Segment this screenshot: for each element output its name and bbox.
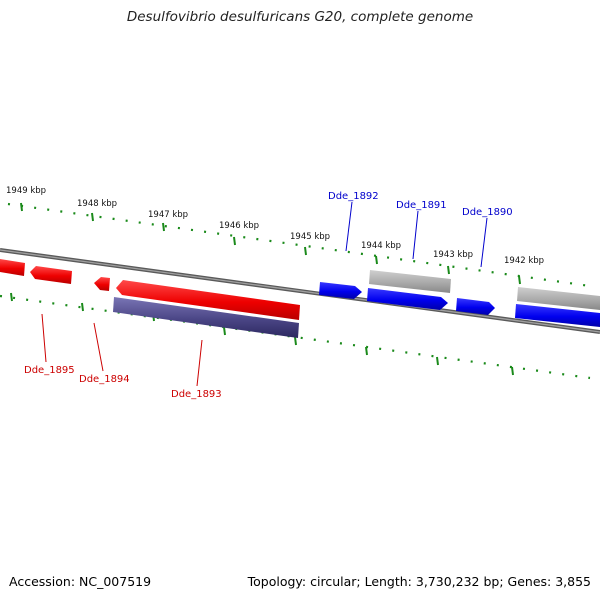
major-tick — [511, 366, 514, 376]
major-tick — [223, 326, 226, 336]
gene-dde-1890[interactable] — [456, 298, 495, 315]
reverse-leader-lines — [41, 313, 203, 387]
forward-leader-lines — [345, 201, 488, 268]
kbp-label: 1947 kbp — [148, 210, 188, 220]
gene-dde-1891[interactable] — [367, 288, 448, 310]
forward-tick-track — [7, 202, 591, 288]
leader-line — [41, 313, 47, 363]
major-tick — [365, 346, 368, 356]
gene-label-dde-1891[interactable]: Dde_1891 — [396, 200, 447, 211]
major-tick — [233, 236, 236, 246]
kbp-label: 1942 kbp — [504, 256, 544, 266]
gene-reverse-partial[interactable] — [0, 259, 25, 276]
gene-dde-1894[interactable] — [94, 277, 110, 291]
gene-dde-1892[interactable] — [319, 282, 362, 299]
genome-summary-text: Topology: circular; Length: 3,730,232 bp… — [247, 574, 591, 589]
kbp-label: 1945 kbp — [290, 232, 330, 242]
gene-label-dde-1894[interactable]: Dde_1894 — [79, 374, 130, 385]
major-ticks-upper — [20, 202, 521, 285]
gene-label-dde-1893[interactable]: Dde_1893 — [171, 389, 222, 400]
accession-text: Accession: NC_007519 — [9, 574, 152, 589]
gene-dde-1895[interactable] — [30, 266, 72, 284]
gene-label-dde-1892[interactable]: Dde_1892 — [328, 191, 379, 202]
leader-line — [345, 201, 353, 252]
major-tick — [81, 302, 84, 312]
kbp-label: 1949 kbp — [6, 186, 46, 196]
gene-forward-partial[interactable] — [515, 304, 600, 327]
kbp-labels: 1949 kbp 1948 kbp 1947 kbp 1946 kbp 1945… — [6, 186, 544, 266]
rna-gene-dde-1893[interactable] — [113, 297, 299, 338]
leader-line — [480, 217, 488, 268]
major-tick — [10, 292, 13, 302]
kbp-label: 1948 kbp — [77, 199, 117, 209]
leader-line — [196, 339, 203, 387]
reverse-genes — [0, 259, 300, 338]
major-tick — [294, 336, 297, 346]
major-tick — [91, 212, 94, 222]
pseudogene-segment[interactable] — [517, 287, 600, 310]
forward-genes — [319, 270, 600, 327]
kbp-label: 1944 kbp — [361, 241, 401, 251]
leader-line — [93, 322, 104, 372]
forward-gene-labels: Dde_1892 Dde_1891 Dde_1890 — [328, 191, 513, 218]
genome-backbone — [0, 248, 600, 334]
kbp-label: 1943 kbp — [433, 250, 473, 260]
pseudogene-segment[interactable] — [369, 270, 451, 293]
major-tick — [518, 275, 521, 285]
gene-dde-1893[interactable] — [116, 280, 300, 320]
major-tick — [375, 255, 378, 265]
gene-label-dde-1895[interactable]: Dde_1895 — [24, 365, 75, 376]
major-tick — [447, 265, 450, 275]
major-tick — [162, 222, 165, 232]
major-tick — [436, 356, 439, 366]
leader-line — [412, 210, 419, 260]
kbp-label: 1946 kbp — [219, 221, 259, 231]
reverse-gene-labels: Dde_1895 Dde_1894 Dde_1893 — [24, 365, 222, 400]
major-tick — [20, 202, 23, 212]
map-title: Desulfovibrio desulfuricans G20, complet… — [126, 9, 474, 25]
gene-label-dde-1890[interactable]: Dde_1890 — [462, 207, 513, 218]
major-tick — [304, 246, 307, 256]
